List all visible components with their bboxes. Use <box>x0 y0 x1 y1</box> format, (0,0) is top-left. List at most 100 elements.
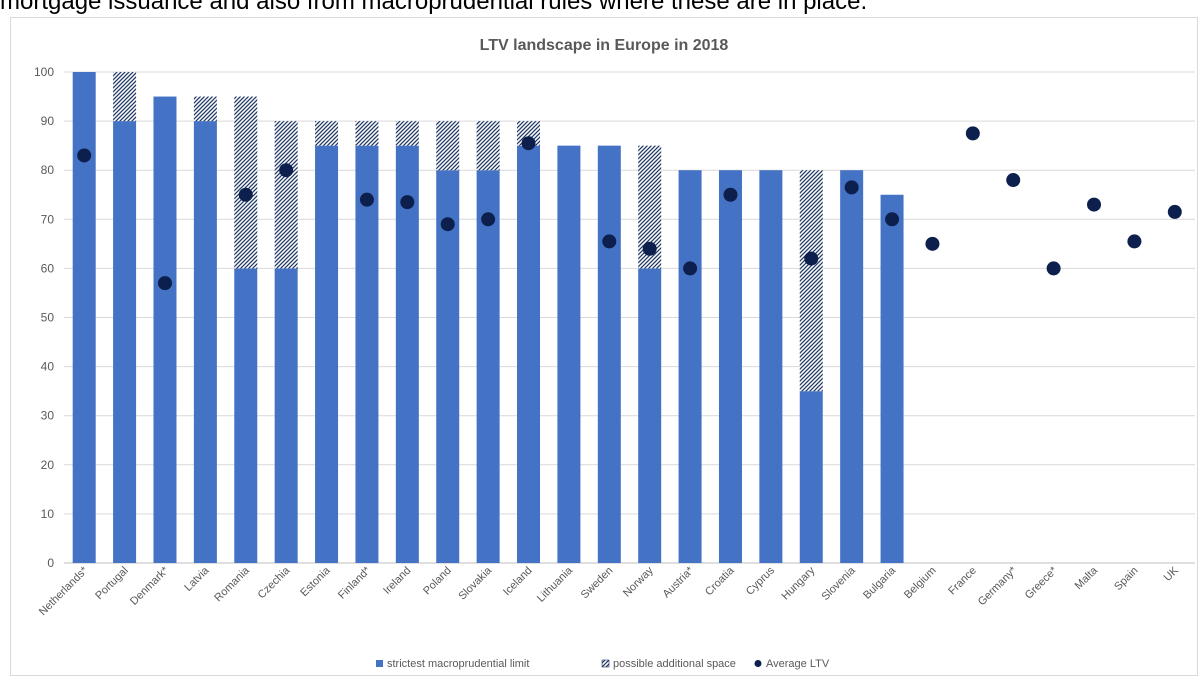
x-tick-label: Cyprus <box>744 564 777 597</box>
y-tick-label: 60 <box>41 261 55 275</box>
bar-additional-space <box>395 121 419 146</box>
x-tick-label: Portugal <box>93 565 130 602</box>
x-tick-label: Sweden <box>579 565 616 602</box>
average-ltv-point <box>683 261 698 276</box>
average-ltv-point <box>1167 204 1182 219</box>
x-tick-label: Greece* <box>1023 564 1061 602</box>
x-tick-label: Bulgaria <box>861 564 899 602</box>
bar-additional-space <box>436 121 460 171</box>
x-tick-label: Austria* <box>660 564 696 600</box>
average-ltv-point <box>925 236 940 251</box>
y-tick-label: 40 <box>41 360 55 374</box>
bar-strictest-limit <box>759 170 783 563</box>
average-ltv-point <box>965 126 980 141</box>
x-tick-label: Germany* <box>976 564 1020 608</box>
x-tick-label: Denmark* <box>128 564 172 608</box>
y-tick-label: 50 <box>41 311 55 325</box>
x-tick-label: Slovakia <box>456 564 495 603</box>
legend-swatch-additional <box>601 659 610 668</box>
average-ltv-points <box>77 126 1182 291</box>
average-ltv-point <box>1087 197 1102 212</box>
average-ltv-point <box>885 212 900 227</box>
y-tick-label: 20 <box>41 458 55 472</box>
x-tick-label: Spain <box>1112 565 1140 593</box>
bar-strictest-limit <box>395 145 419 563</box>
average-ltv-point <box>844 180 859 195</box>
bar-strictest-limit <box>113 121 137 563</box>
x-tick-label: Poland <box>421 565 454 598</box>
bar-strictest-limit <box>799 391 823 563</box>
x-tick-label: Croatia <box>703 564 737 598</box>
legend-marker-average <box>754 660 762 667</box>
x-tick-label: Finland* <box>336 564 374 602</box>
bar-strictest-limit <box>557 145 581 563</box>
bar-strictest-limit <box>315 145 339 563</box>
x-tick-label: Iceland <box>501 565 535 599</box>
legend-swatch-limit <box>376 660 383 667</box>
x-tick-label: Netherlands* <box>37 564 91 618</box>
bar-additional-space <box>274 121 298 269</box>
bar-strictest-limit <box>638 268 662 563</box>
bar-additional-space <box>799 170 823 392</box>
ltv-chart: LTV landscape in Europe in 2018 0 10 20 30 4… <box>34 37 1195 670</box>
legend: strictest macroprudential limit possible… <box>376 658 830 670</box>
bar-additional-space <box>315 121 339 146</box>
x-tick-label: Belgium <box>902 565 939 602</box>
x-tick-label: France <box>946 565 979 598</box>
average-ltv-point <box>804 251 819 266</box>
x-tick-label: Malta <box>1073 564 1101 592</box>
bar-additional-space <box>234 96 258 269</box>
average-ltv-point <box>279 163 294 178</box>
x-tick-label: Estonia <box>298 564 333 599</box>
bar-strictest-limit <box>840 170 864 563</box>
bar-strictest-limit <box>234 268 258 563</box>
bar-strictest-limit <box>880 194 904 563</box>
average-ltv-point <box>1006 173 1021 188</box>
average-ltv-point <box>440 217 455 232</box>
average-ltv-point <box>400 195 415 210</box>
bar-additional-space <box>193 96 217 122</box>
bar-strictest-limit <box>678 170 702 563</box>
bars <box>72 72 904 564</box>
x-tick-label: Ireland <box>381 565 413 597</box>
chart-title: LTV landscape in Europe in 2018 <box>480 37 729 54</box>
average-ltv-point <box>723 187 738 202</box>
x-tick-label: Romania <box>212 564 252 604</box>
x-tick-label: Hungary <box>780 564 818 602</box>
bar-strictest-limit <box>153 96 177 564</box>
y-tick-label: 80 <box>41 163 55 177</box>
y-tick-label: 100 <box>34 65 54 79</box>
bar-strictest-limit <box>355 145 379 563</box>
bar-strictest-limit <box>436 170 460 563</box>
average-ltv-point <box>481 212 496 227</box>
average-ltv-point <box>238 187 253 202</box>
bar-strictest-limit <box>517 145 541 563</box>
average-ltv-point <box>521 136 536 151</box>
bar-additional-space <box>113 72 137 122</box>
intro-text: mortgage issuance and also from macropru… <box>0 0 868 15</box>
bar-strictest-limit <box>597 145 621 563</box>
bar-strictest-limit <box>72 72 96 563</box>
y-tick-label: 90 <box>41 114 55 128</box>
y-tick-label: 10 <box>41 507 55 521</box>
legend-label-limit: strictest macroprudential limit <box>387 658 529 670</box>
y-tick-label: 30 <box>41 409 55 423</box>
bar-strictest-limit <box>476 170 500 563</box>
legend-label-average: Average LTV <box>766 658 830 670</box>
bar-additional-space <box>355 121 379 146</box>
x-tick-label: Czechia <box>256 564 293 601</box>
bar-additional-space <box>476 121 500 171</box>
bar-strictest-limit <box>718 170 742 563</box>
x-tick-label: Slovenia <box>819 564 858 603</box>
average-ltv-point <box>602 234 617 249</box>
x-tick-label: Latvia <box>182 564 212 594</box>
bar-additional-space <box>638 145 662 269</box>
average-ltv-point <box>157 276 172 291</box>
bar-strictest-limit <box>274 268 298 563</box>
bar-strictest-limit <box>193 121 217 563</box>
x-tick-label: UK <box>1162 564 1182 584</box>
average-ltv-point <box>642 241 657 256</box>
average-ltv-point <box>1127 234 1142 249</box>
y-tick-label: 70 <box>41 212 55 226</box>
